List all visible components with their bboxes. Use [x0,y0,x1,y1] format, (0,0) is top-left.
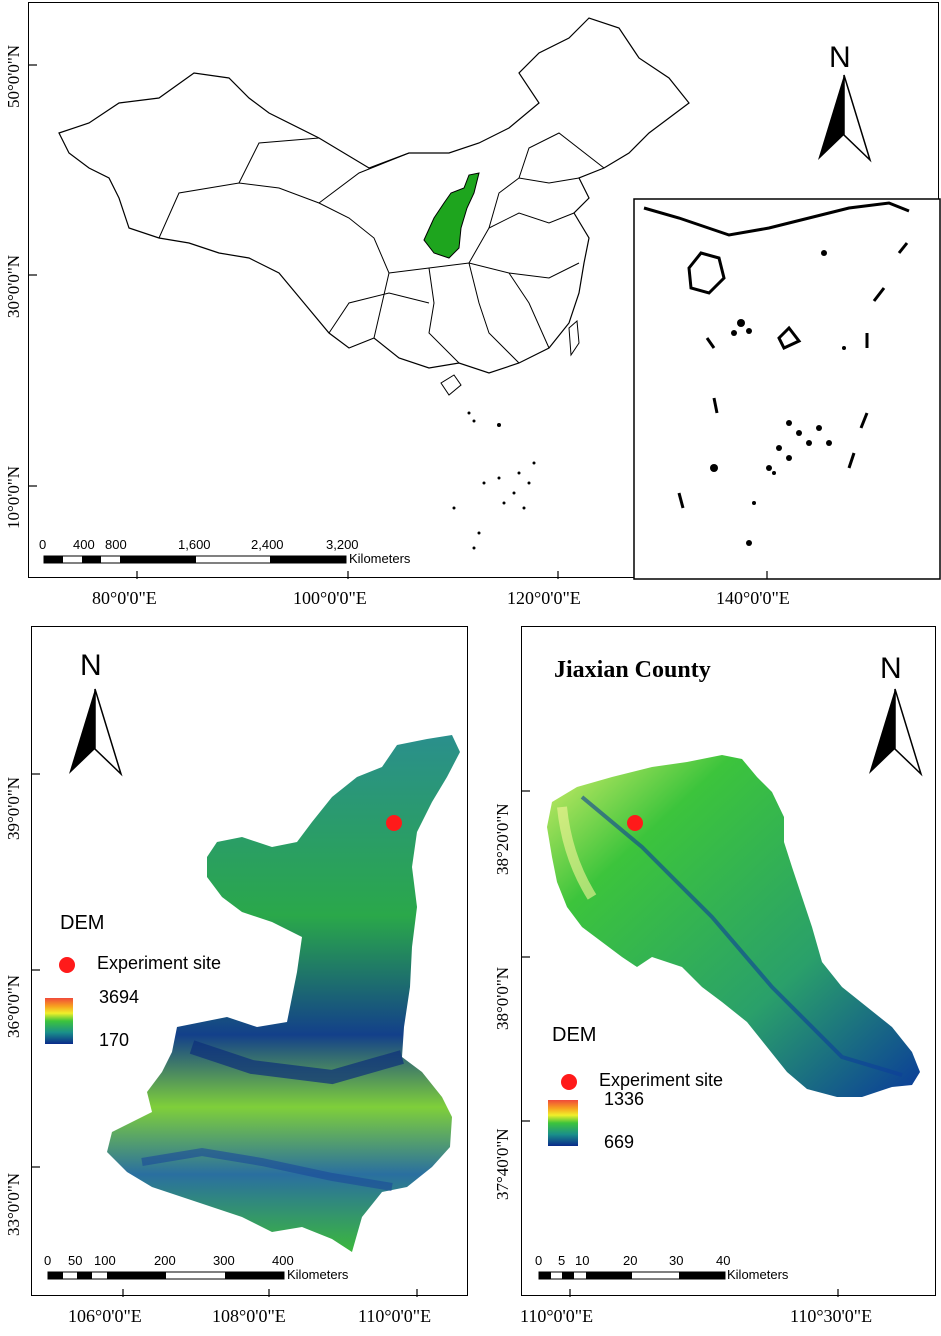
lon-100e: 100°0'0"E [293,588,367,608]
lon-110e: 110°0'0"E [358,1306,432,1326]
scale-800: 800 [105,537,127,552]
china-map-svg [29,17,941,580]
scale-3200: 3,200 [326,537,359,552]
scale-unit: Kilometers [727,1267,789,1282]
lon-106e: 106°0'0"E [68,1306,142,1326]
scale-2400: 2,400 [251,537,284,552]
north-arrow-icon [818,74,872,163]
legend-max: 3694 [99,987,140,1007]
legend-site-label: Experiment site [97,953,222,973]
scale-10: 10 [575,1253,590,1268]
jiaxian-title: Jiaxian County [554,657,711,683]
lat-38-20n: 38°20'0"N [493,803,512,875]
sx-scale-bar [47,1271,285,1280]
north-label: N [880,652,902,685]
scale-40: 40 [716,1253,731,1268]
scale-300: 300 [213,1253,235,1268]
legend-min: 170 [99,1030,130,1050]
legend-title: DEM [552,1024,597,1046]
lon-108e: 108°0'0"E [212,1306,286,1326]
jiaxian-map-panel: Jiaxian County N DEM Experiment site 133… [521,626,936,1297]
jiaxian-dem-svg [522,755,920,1297]
scale-5: 5 [558,1253,566,1268]
lat-38n: 38°0'0"N [493,966,512,1030]
north-arrow-icon [69,688,123,777]
scale-100: 100 [94,1253,116,1268]
scale-0: 0 [535,1253,543,1268]
scale-1600: 1,600 [178,537,211,552]
scale-0: 0 [44,1253,52,1268]
scale-30: 30 [669,1253,684,1268]
legend-site-label: Experiment site [599,1070,724,1090]
jiaxian-dem-shape [547,755,920,1097]
north-label: N [80,649,102,682]
scale-20: 20 [623,1253,638,1268]
lon-140e: 140°0'0"E [716,588,790,608]
scale-400: 400 [272,1253,294,1268]
scale-50: 50 [68,1253,83,1268]
legend-title: DEM [60,912,105,934]
north-arrow-icon [869,688,923,777]
lon-120e: 120°0'0"E [507,588,581,608]
red-dot-icon [561,1074,577,1090]
china-outline [58,17,690,374]
lat-10n: 10°0'0"N [4,465,23,529]
experiment-site-marker [627,815,643,831]
lat-33n: 33°0'0"N [4,1172,23,1236]
south-china-sea-inset [633,198,941,580]
scale-unit: Kilometers [287,1267,349,1282]
lon-110-30e: 110°30'0"E [790,1306,873,1326]
scale-unit: Kilometers [349,551,411,566]
lat-36n: 36°0'0"N [4,974,23,1038]
lat-30n: 30°0'0"N [4,254,23,318]
scale-400: 400 [73,537,95,552]
shaanxi-map-panel: N DEM Experiment site 3694 170 [31,626,468,1297]
lat-39n: 39°0'0"N [4,776,23,840]
legend-max: 1336 [604,1089,645,1109]
shaanxi-dem-svg [32,735,460,1297]
lon-110e: 110°0'0"E [520,1306,594,1326]
china-map-panel: N 0 400 800 1,600 2,400 3,200 Kilometers [28,2,941,580]
shaanxi-dem-shape [107,735,460,1252]
scale-200: 200 [154,1253,176,1268]
lat-37-40n: 37°40'0"N [493,1128,512,1200]
red-dot-icon [59,957,75,973]
scale-0: 0 [39,537,47,552]
north-label: N [829,41,851,74]
legend-min: 669 [604,1132,635,1152]
experiment-site-marker [386,815,402,831]
lon-80e: 80°0'0"E [92,588,157,608]
lat-50n: 50°0'0"N [4,44,23,108]
shaanxi-highlight [423,172,480,259]
